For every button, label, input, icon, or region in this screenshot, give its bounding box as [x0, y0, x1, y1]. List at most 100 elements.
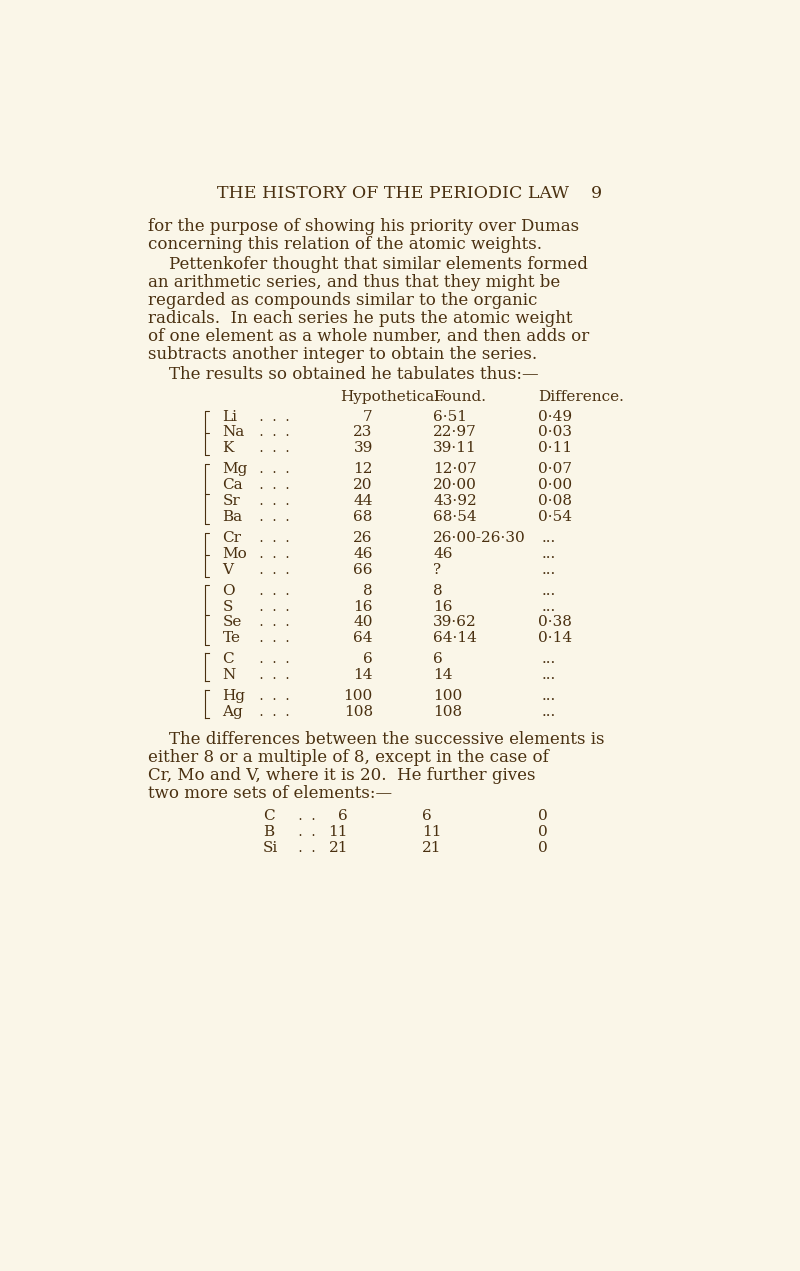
Text: 21: 21	[422, 841, 441, 855]
Text: 6·51: 6·51	[434, 409, 467, 423]
Text: .  .  .: . . .	[255, 478, 290, 492]
Text: Hg: Hg	[222, 689, 246, 703]
Text: 0·54: 0·54	[538, 510, 572, 524]
Text: Li: Li	[222, 409, 238, 423]
Text: 21: 21	[329, 841, 348, 855]
Text: 20·00: 20·00	[434, 478, 477, 492]
Text: .  .  .: . . .	[255, 632, 290, 646]
Text: Found.: Found.	[434, 390, 486, 404]
Text: .  .  .: . . .	[255, 463, 290, 477]
Text: 44: 44	[354, 494, 373, 508]
Text: 7: 7	[363, 409, 373, 423]
Text: 0·38: 0·38	[538, 615, 572, 629]
Text: Pettenkofer thought that similar elements formed: Pettenkofer thought that similar element…	[148, 255, 588, 273]
Text: Cr: Cr	[222, 531, 242, 545]
Text: .  .  .: . . .	[255, 689, 290, 703]
Text: 40: 40	[354, 615, 373, 629]
Text: 8: 8	[363, 583, 373, 597]
Text: .  .  .: . . .	[255, 583, 290, 597]
Text: regarded as compounds similar to the organic: regarded as compounds similar to the org…	[148, 292, 538, 309]
Text: .  .  .: . . .	[255, 669, 290, 683]
Text: Ba: Ba	[222, 510, 242, 524]
Text: 64: 64	[354, 632, 373, 646]
Text: 66: 66	[354, 563, 373, 577]
Text: K: K	[222, 441, 234, 455]
Text: The results so obtained he tabulates thus:—: The results so obtained he tabulates thu…	[148, 366, 538, 383]
Text: ...: ...	[542, 583, 556, 597]
Text: two more sets of elements:—: two more sets of elements:—	[148, 785, 392, 802]
Text: Te: Te	[222, 632, 241, 646]
Text: 0: 0	[538, 810, 548, 824]
Text: 0·08: 0·08	[538, 494, 572, 508]
Text: ...: ...	[542, 547, 556, 561]
Text: 22·97: 22·97	[434, 426, 477, 440]
Text: 64·14: 64·14	[434, 632, 477, 646]
Text: .  .: . .	[294, 810, 315, 824]
Text: 6: 6	[434, 652, 443, 666]
Text: THE HISTORY OF THE PERIODIC LAW    9: THE HISTORY OF THE PERIODIC LAW 9	[218, 184, 602, 202]
Text: .  .: . .	[294, 825, 315, 839]
Text: 11: 11	[329, 825, 348, 839]
Text: ...: ...	[542, 705, 556, 719]
Text: of one element as a whole number, and then adds or: of one element as a whole number, and th…	[148, 328, 590, 346]
Text: Se: Se	[222, 615, 242, 629]
Text: 39·11: 39·11	[434, 441, 477, 455]
Text: an arithmetic series, and thus that they might be: an arithmetic series, and thus that they…	[148, 273, 560, 291]
Text: .  .  .: . . .	[255, 531, 290, 545]
Text: ...: ...	[542, 652, 556, 666]
Text: either 8 or a multiple of 8, except in the case of: either 8 or a multiple of 8, except in t…	[148, 749, 549, 766]
Text: Difference.: Difference.	[538, 390, 624, 404]
Text: .  .  .: . . .	[255, 705, 290, 719]
Text: ...: ...	[542, 689, 556, 703]
Text: 12·07: 12·07	[434, 463, 477, 477]
Text: 23: 23	[354, 426, 373, 440]
Text: O: O	[222, 583, 235, 597]
Text: concerning this relation of the atomic weights.: concerning this relation of the atomic w…	[148, 236, 542, 253]
Text: ?: ?	[434, 563, 442, 577]
Text: 0: 0	[538, 825, 548, 839]
Text: Ag: Ag	[222, 705, 243, 719]
Text: .  .  .: . . .	[255, 441, 290, 455]
Text: The differences between the successive elements is: The differences between the successive e…	[148, 731, 605, 747]
Text: 16: 16	[434, 600, 453, 614]
Text: ...: ...	[542, 600, 556, 614]
Text: V: V	[222, 563, 234, 577]
Text: 108: 108	[434, 705, 462, 719]
Text: Na: Na	[222, 426, 245, 440]
Text: 8: 8	[434, 583, 443, 597]
Text: 46: 46	[354, 547, 373, 561]
Text: ...: ...	[542, 563, 556, 577]
Text: 14: 14	[434, 669, 453, 683]
Text: ...: ...	[542, 531, 556, 545]
Text: Mg: Mg	[222, 463, 248, 477]
Text: subtracts another integer to obtain the series.: subtracts another integer to obtain the …	[148, 346, 537, 364]
Text: 6: 6	[338, 810, 348, 824]
Text: 26: 26	[354, 531, 373, 545]
Text: 0·14: 0·14	[538, 632, 572, 646]
Text: 0·49: 0·49	[538, 409, 572, 423]
Text: C: C	[262, 810, 274, 824]
Text: 6: 6	[422, 810, 431, 824]
Text: 16: 16	[354, 600, 373, 614]
Text: 0: 0	[538, 841, 548, 855]
Text: .  .  .: . . .	[255, 510, 290, 524]
Text: .  .  .: . . .	[255, 563, 290, 577]
Text: 68: 68	[354, 510, 373, 524]
Text: .  .  .: . . .	[255, 615, 290, 629]
Text: Sr: Sr	[222, 494, 240, 508]
Text: 43·92: 43·92	[434, 494, 477, 508]
Text: 0·03: 0·03	[538, 426, 572, 440]
Text: .  .  .: . . .	[255, 494, 290, 508]
Text: Si: Si	[262, 841, 278, 855]
Text: 0·00: 0·00	[538, 478, 572, 492]
Text: 68·54: 68·54	[434, 510, 477, 524]
Text: 0·11: 0·11	[538, 441, 572, 455]
Text: 46: 46	[434, 547, 453, 561]
Text: N: N	[222, 669, 236, 683]
Text: 100: 100	[434, 689, 462, 703]
Text: 14: 14	[354, 669, 373, 683]
Text: 39: 39	[354, 441, 373, 455]
Text: for the purpose of showing his priority over Dumas: for the purpose of showing his priority …	[148, 217, 579, 235]
Text: .  .  .: . . .	[255, 426, 290, 440]
Text: 39·62: 39·62	[434, 615, 477, 629]
